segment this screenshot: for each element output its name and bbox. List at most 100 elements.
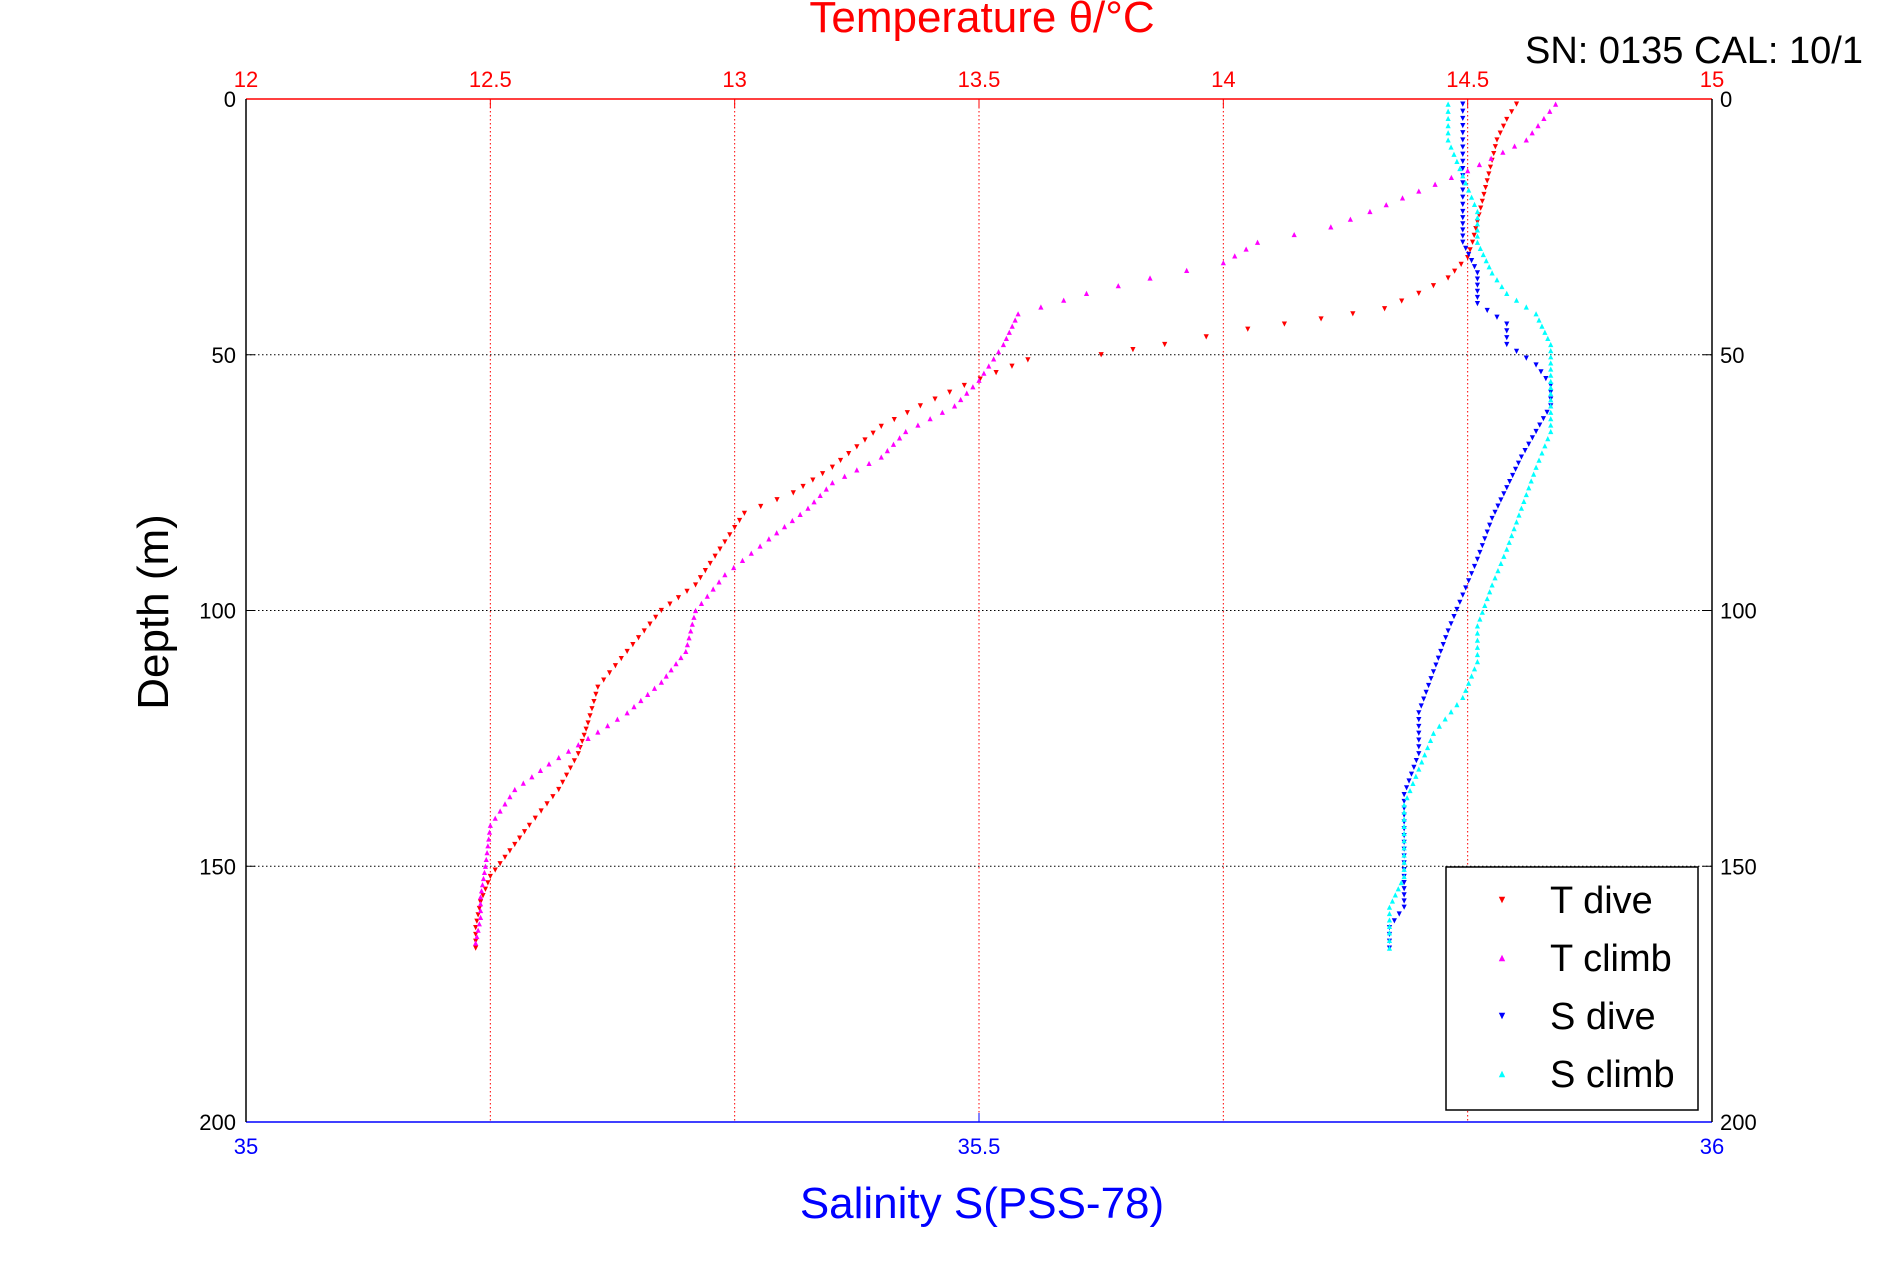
t-dive-point bbox=[1469, 239, 1476, 245]
s-climb-point bbox=[1513, 297, 1520, 303]
t-climb-point bbox=[976, 377, 982, 383]
t-dive-point bbox=[1513, 101, 1520, 107]
depth-tick-label-right: 150 bbox=[1720, 854, 1757, 879]
s-dive-point bbox=[1504, 485, 1510, 491]
s-climb-point bbox=[1474, 233, 1481, 239]
s-climb-point bbox=[1460, 173, 1466, 179]
t-climb-point bbox=[689, 621, 695, 627]
t-dive-point bbox=[961, 382, 967, 389]
t-dive-point bbox=[820, 471, 826, 477]
t-dive-point bbox=[579, 738, 585, 745]
t-dive-point bbox=[606, 670, 613, 676]
s-dive-point bbox=[1474, 301, 1481, 307]
s-climb-point bbox=[1536, 457, 1542, 463]
t-climb-point bbox=[478, 888, 485, 894]
t-dive-point bbox=[790, 490, 796, 496]
t-dive-point bbox=[1458, 261, 1464, 267]
s-climb-point bbox=[1395, 886, 1401, 892]
t-dive-point bbox=[1445, 275, 1451, 281]
s-dive-point bbox=[1460, 151, 1466, 157]
t-climb-point bbox=[575, 742, 581, 748]
s-climb-point bbox=[1531, 471, 1537, 477]
t-dive-point bbox=[480, 893, 486, 899]
s-climb-point bbox=[1407, 787, 1413, 794]
t-climb-point bbox=[1006, 329, 1012, 335]
s-climb-point bbox=[1518, 505, 1525, 511]
t-dive-point bbox=[1350, 311, 1356, 317]
s-dive-point bbox=[1430, 669, 1437, 675]
s-dive-point bbox=[1401, 904, 1407, 910]
s-climb-point bbox=[1513, 519, 1520, 525]
t-climb-point bbox=[483, 856, 489, 863]
legend-label-s-dive: S dive bbox=[1550, 996, 1656, 1038]
s-dive-point bbox=[1463, 585, 1469, 591]
s-climb-point bbox=[1413, 773, 1419, 779]
t-climb-point bbox=[556, 754, 562, 761]
legend-label-s-climb: S climb bbox=[1550, 1054, 1675, 1096]
s-dive-point bbox=[1487, 522, 1493, 528]
t-climb-point bbox=[1399, 195, 1406, 201]
s-climb-point bbox=[1521, 498, 1527, 504]
s-climb-point bbox=[1448, 709, 1454, 715]
t-climb-point bbox=[731, 564, 737, 571]
t-dive-point bbox=[977, 376, 983, 382]
t-climb-point bbox=[927, 416, 933, 422]
legend-marker-t-dive bbox=[1498, 896, 1506, 904]
t-dive-point bbox=[917, 403, 923, 409]
t-climb-point bbox=[805, 505, 811, 511]
s-climb-point bbox=[1484, 595, 1490, 602]
t-dive-point bbox=[587, 713, 593, 719]
t-climb-point bbox=[668, 667, 674, 673]
s-climb-point bbox=[1492, 575, 1498, 581]
t-climb-point bbox=[1003, 335, 1009, 341]
temperature-tick-label: 14 bbox=[1211, 67, 1235, 92]
s-climb-point bbox=[1501, 553, 1507, 559]
t-climb-point bbox=[1500, 149, 1506, 155]
t-dive-point bbox=[601, 677, 607, 683]
t-climb-point bbox=[1347, 216, 1353, 222]
t-climb-point bbox=[1061, 297, 1067, 303]
s-dive-point bbox=[1495, 503, 1501, 509]
t-dive-point bbox=[1482, 185, 1489, 191]
t-dive-point bbox=[624, 648, 630, 655]
t-climb-point bbox=[1547, 108, 1553, 114]
depth-tick-label-left: 150 bbox=[199, 854, 236, 879]
s-climb-point bbox=[1471, 666, 1478, 672]
s-dive-point bbox=[1413, 757, 1419, 764]
s-dive-point bbox=[1522, 448, 1528, 454]
s-dive-point bbox=[1484, 307, 1490, 314]
t-climb-point bbox=[497, 808, 503, 814]
s-dive-point bbox=[1474, 288, 1481, 294]
t-climb-point bbox=[981, 370, 987, 376]
s-climb-point bbox=[1419, 759, 1425, 765]
s-climb-point bbox=[1474, 644, 1481, 650]
t-dive-point bbox=[571, 758, 577, 764]
t-climb-point bbox=[823, 486, 829, 492]
s-dive-point bbox=[1460, 215, 1466, 221]
t-dive-point bbox=[473, 945, 479, 951]
chart-title: Temperature θ/°C bbox=[809, 0, 1154, 42]
t-climb-point bbox=[485, 843, 491, 849]
s-climb-point bbox=[1536, 317, 1542, 323]
s-dive-point bbox=[1529, 435, 1536, 441]
s-dive-point bbox=[1423, 689, 1429, 695]
t-dive-point bbox=[810, 477, 816, 483]
t-climb-point bbox=[970, 384, 976, 390]
t-dive-point bbox=[521, 829, 528, 835]
s-climb-point bbox=[1386, 937, 1393, 944]
s-climb-point bbox=[1474, 630, 1481, 636]
t-climb-point bbox=[688, 628, 694, 634]
t-dive-point bbox=[697, 575, 704, 581]
t-climb-point bbox=[958, 396, 964, 403]
s-dive-point bbox=[1482, 536, 1488, 542]
s-dive-point bbox=[1504, 341, 1510, 348]
t-dive-point bbox=[684, 588, 690, 594]
t-dive-point bbox=[487, 873, 493, 880]
s-dive-point bbox=[1510, 472, 1516, 479]
s-climb-point bbox=[1401, 838, 1407, 844]
y-axis-label: Depth (m) bbox=[129, 514, 178, 710]
t-climb-point bbox=[1367, 208, 1373, 215]
t-climb-point bbox=[537, 767, 544, 773]
t-climb-point bbox=[797, 511, 803, 517]
t-climb-point bbox=[492, 815, 498, 821]
